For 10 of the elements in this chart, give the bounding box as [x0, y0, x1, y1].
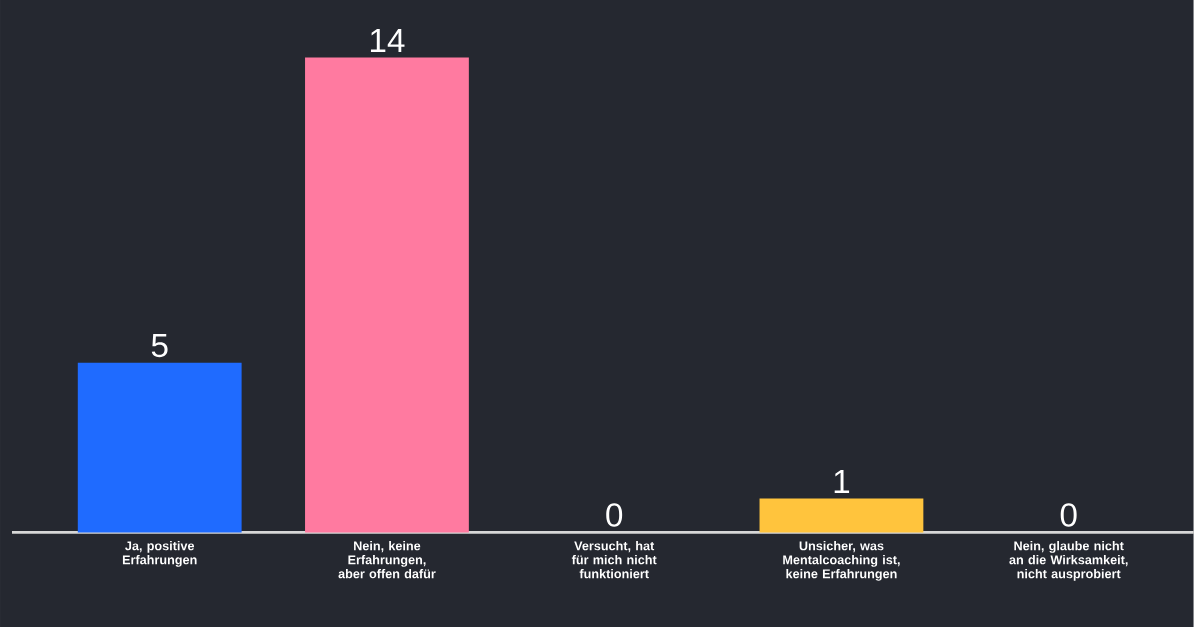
data-label: 0 — [1060, 503, 1077, 527]
data-label: 0 — [606, 503, 623, 527]
x-tick-label: Ja, positive Erfahrungen — [122, 540, 197, 567]
x-tick-label: Nein, glaube nicht an die Wirksamkeit, nicht ausprobiert — [1009, 540, 1128, 581]
x-tick-label: Nein, keine Erfahrungen, aber offen dafür — [338, 540, 436, 579]
x-tick-label: Versucht, hat für mich nicht funktioniert — [571, 540, 657, 579]
data-label: 14 — [370, 28, 405, 52]
x-tick-label: Unsicher, was Mentalcoaching ist, keine Erfahrungen — [783, 540, 900, 581]
data-label: 1 — [834, 469, 850, 493]
data-label: 5 — [151, 333, 168, 358]
